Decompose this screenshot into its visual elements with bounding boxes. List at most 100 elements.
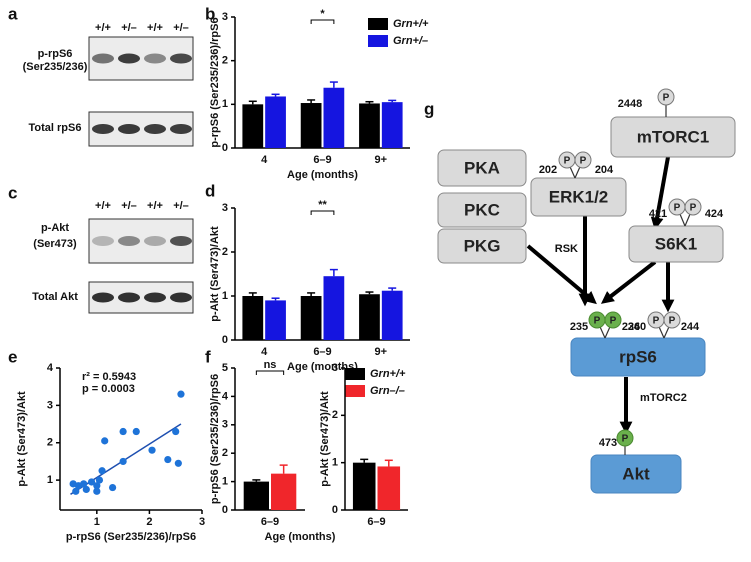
x-tick-label: 9+: [375, 346, 388, 358]
legend-label: Grn–/–: [370, 385, 405, 397]
row-label: (Ser235/236): [23, 61, 88, 73]
y-axis-label: p-Akt (Ser473)/Akt: [16, 391, 28, 487]
y-tick-label: 1: [332, 457, 338, 469]
point: [119, 427, 127, 436]
x-tick-label: 6–9: [367, 516, 385, 528]
y-tick-label: 5: [222, 362, 228, 374]
point: [174, 459, 182, 467]
y-tick-label: 2: [222, 246, 228, 258]
lane-label: +/+: [147, 22, 163, 34]
x-tick-label: 4: [261, 346, 268, 358]
y-tick-label: 1: [47, 474, 53, 486]
y-tick-label: 2: [332, 409, 338, 421]
y-tick-label: 0: [332, 504, 338, 516]
x-tick-label: 1: [94, 516, 100, 528]
phospho-site: [663, 311, 681, 329]
x-tick-label: 6–9: [313, 154, 331, 166]
blot-band: [170, 292, 192, 303]
stat-annotation: r² = 0.5943: [82, 371, 136, 383]
row-label: Total rpS6: [29, 122, 82, 134]
bar: [381, 102, 403, 148]
y-tick-label: 4: [47, 362, 54, 374]
panel-label: b: [205, 4, 215, 23]
x-axis-label: Age (months): [265, 531, 336, 543]
arrow: [650, 156, 670, 231]
y-tick-label: 2: [222, 55, 228, 67]
phospho-site: [684, 198, 702, 216]
legend-swatch: [345, 368, 365, 380]
lane-label: +/+: [95, 200, 111, 212]
bar: [243, 481, 269, 510]
bar: [359, 103, 380, 148]
blot-band: [118, 124, 140, 134]
lane-label: +/–: [173, 22, 189, 34]
phospho-label: P: [653, 316, 660, 327]
node-box: [530, 177, 627, 217]
x-tick-label: 9+: [375, 154, 388, 166]
lane-label: +/–: [121, 22, 137, 34]
bar: [323, 276, 345, 340]
blot-band: [144, 124, 166, 134]
blot-band: [92, 124, 114, 134]
node-box: [610, 116, 736, 158]
blot-band: [118, 236, 140, 246]
phospho-label: P: [669, 316, 676, 327]
blot-band: [118, 53, 140, 64]
blot-band: [144, 292, 166, 303]
point: [93, 487, 101, 495]
y-axis-label: p-rpS6 (Ser235/236)/rpS6: [209, 17, 221, 147]
x-axis-label: p-rpS6 (Ser235/236)/rpS6: [66, 531, 196, 543]
node-label: mTORC1: [637, 127, 709, 146]
lane-label: +/+: [147, 200, 163, 212]
site-number: 473: [599, 437, 617, 449]
node-label: PKA: [464, 158, 500, 177]
y-tick-label: 3: [332, 362, 338, 374]
point: [148, 446, 156, 454]
phospho-label: P: [622, 434, 629, 445]
x-axis-label: Age (months): [287, 361, 358, 373]
point: [98, 467, 106, 475]
lane-label: +/–: [121, 200, 137, 212]
stat-annotation: p = 0.0003: [82, 383, 135, 395]
node-box: [570, 337, 706, 377]
significance-label: *: [320, 8, 325, 20]
site-number: 235: [570, 321, 588, 333]
x-tick-label: 6–9: [261, 516, 279, 528]
y-tick-label: 4: [222, 390, 229, 402]
y-tick-label: 0: [222, 504, 228, 516]
blot-band: [170, 124, 192, 134]
point: [172, 427, 180, 436]
edge-label: mTORC2: [640, 392, 687, 404]
legend-label: Grn+/–: [393, 35, 428, 47]
bar: [323, 87, 345, 148]
bar: [271, 473, 297, 510]
phospho-label: P: [674, 203, 681, 214]
point: [72, 487, 80, 495]
bar: [242, 296, 264, 340]
blot-band: [92, 236, 114, 246]
x-axis-label: Age (months): [287, 169, 358, 181]
bar: [300, 296, 322, 340]
point: [101, 437, 109, 445]
x-tick-label: 3: [199, 516, 205, 528]
phospho-site: [657, 88, 675, 106]
site-number: 424: [705, 208, 724, 220]
y-tick-label: 1: [222, 290, 228, 302]
phospho-site: [574, 151, 592, 169]
panel-label: f: [205, 347, 211, 366]
y-tick-label: 1: [222, 98, 228, 110]
site-number: 236: [622, 321, 640, 333]
bar: [381, 290, 403, 340]
node-label: rpS6: [619, 347, 657, 366]
node-box: [437, 149, 527, 187]
y-tick-label: 3: [222, 202, 228, 214]
y-tick-label: 3: [222, 11, 228, 23]
node-box: [437, 228, 527, 264]
y-axis-label: p-Akt (Ser473)/Akt: [209, 226, 221, 322]
node-label: ERK1/2: [549, 187, 609, 206]
x-tick-label: 6–9: [313, 346, 331, 358]
site-number: 2448: [618, 98, 642, 110]
site-number: 240: [628, 321, 646, 333]
node-label: PKC: [464, 200, 500, 219]
